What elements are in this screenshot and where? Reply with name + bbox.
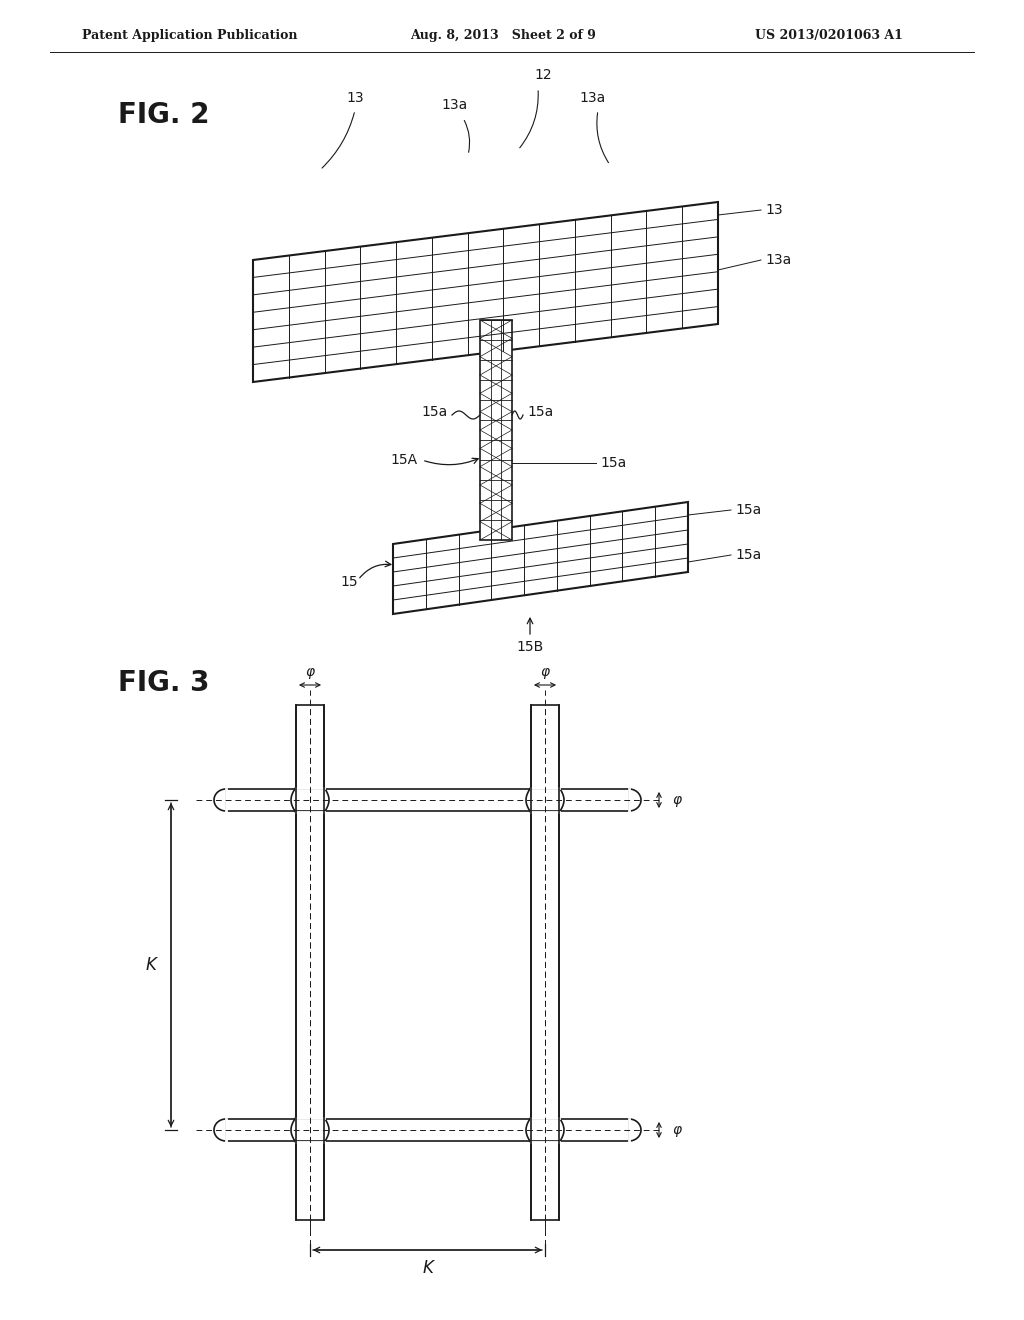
Text: K: K bbox=[422, 1259, 433, 1276]
Text: 15a: 15a bbox=[422, 405, 449, 418]
Text: FIG. 3: FIG. 3 bbox=[118, 669, 210, 697]
Polygon shape bbox=[393, 502, 688, 614]
Text: 15a: 15a bbox=[600, 455, 627, 470]
Text: FIG. 2: FIG. 2 bbox=[118, 102, 210, 129]
Bar bbox=[480, 319, 512, 540]
Text: 15a: 15a bbox=[527, 405, 553, 418]
Text: 15a: 15a bbox=[735, 503, 761, 517]
Text: 15: 15 bbox=[340, 576, 358, 589]
Text: 13: 13 bbox=[765, 203, 782, 216]
Text: φ: φ bbox=[305, 665, 314, 678]
Bar bbox=[226, 1119, 629, 1140]
Bar bbox=[296, 705, 324, 1220]
Text: 15A: 15A bbox=[391, 453, 418, 467]
Text: 13: 13 bbox=[346, 91, 364, 106]
Text: US 2013/0201063 A1: US 2013/0201063 A1 bbox=[755, 29, 903, 41]
Text: Patent Application Publication: Patent Application Publication bbox=[82, 29, 298, 41]
Text: φ: φ bbox=[541, 665, 550, 678]
Text: 12: 12 bbox=[535, 69, 552, 82]
Text: 15a: 15a bbox=[735, 548, 761, 562]
Text: Aug. 8, 2013   Sheet 2 of 9: Aug. 8, 2013 Sheet 2 of 9 bbox=[410, 29, 596, 41]
Text: 13a: 13a bbox=[765, 253, 792, 267]
Text: 13a: 13a bbox=[580, 91, 606, 106]
Text: φ: φ bbox=[673, 793, 682, 807]
Polygon shape bbox=[253, 202, 718, 381]
Text: K: K bbox=[145, 956, 157, 974]
Bar bbox=[226, 789, 629, 810]
Bar bbox=[531, 705, 559, 1220]
Text: 15B: 15B bbox=[516, 640, 544, 653]
Text: φ: φ bbox=[673, 1123, 682, 1137]
Text: 13a: 13a bbox=[442, 98, 468, 112]
